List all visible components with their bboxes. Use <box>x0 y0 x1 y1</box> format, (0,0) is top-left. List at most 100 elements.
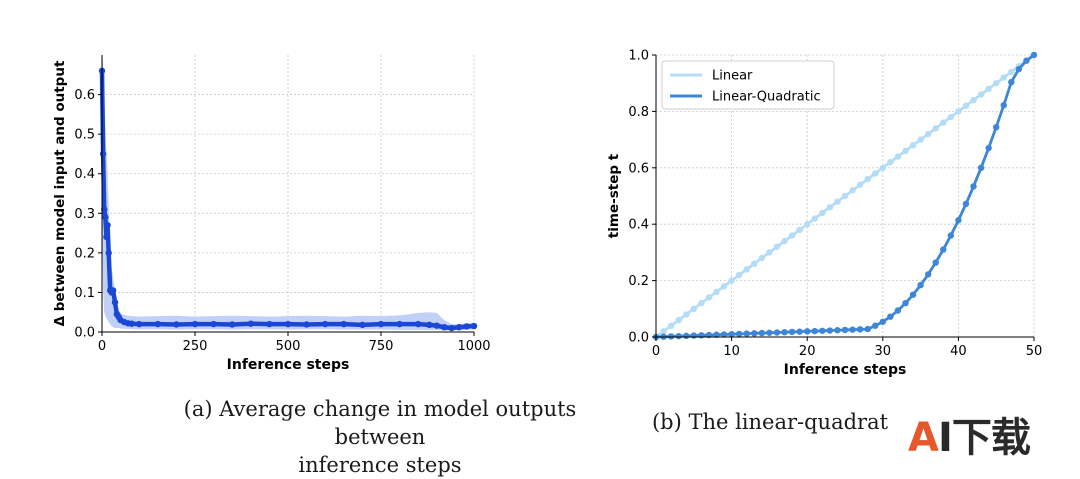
data-point <box>758 254 766 262</box>
data-point <box>947 113 955 121</box>
data-point <box>667 333 675 340</box>
data-point <box>887 313 894 320</box>
data-point <box>683 332 690 340</box>
data-point <box>993 80 1000 87</box>
figure-canvas: 0 250 500 750 10000.00.10.20.30.40.50.6Infer… <box>52 49 1043 379</box>
data-point <box>698 299 705 307</box>
data-point <box>940 119 947 126</box>
data-point <box>720 331 728 338</box>
caption-a-line1: (a) Average change in model outputs betw… <box>183 397 577 449</box>
x-tick-label: 1000 <box>457 339 490 354</box>
x-axis-label: Inference steps <box>784 362 907 378</box>
x-tick-label: 10 <box>723 344 740 359</box>
y-axis-label: Δ between model input and output <box>52 60 68 326</box>
watermark-logo: AI下载 <box>908 415 1031 461</box>
data-point <box>826 327 834 334</box>
data-point <box>173 321 180 328</box>
data-point <box>849 187 856 194</box>
data-point <box>463 323 470 330</box>
data-point <box>834 327 841 334</box>
x-axis-label: Inference steps <box>227 357 350 373</box>
y-tick-label: 1.0 <box>628 49 649 64</box>
data-point <box>101 206 108 213</box>
data-point <box>105 249 112 257</box>
data-point <box>735 330 743 338</box>
data-point <box>728 277 735 284</box>
data-point <box>728 330 735 338</box>
caption-a: (a) Average change in model outputs betw… <box>180 395 580 479</box>
data-point <box>743 266 750 273</box>
data-point <box>985 85 992 93</box>
data-point <box>99 150 107 158</box>
data-point <box>826 204 834 211</box>
data-point <box>303 321 310 328</box>
data-point <box>962 200 970 208</box>
data-point <box>426 321 433 329</box>
x-tick-label: 0 <box>652 344 660 359</box>
data-point <box>872 322 879 329</box>
data-point <box>1000 101 1007 109</box>
data-point <box>713 331 720 338</box>
data-point <box>856 181 864 188</box>
data-point <box>955 217 962 224</box>
y-tick-label: 0.4 <box>74 167 95 182</box>
data-point <box>970 96 977 104</box>
data-point <box>322 320 329 328</box>
data-point <box>136 320 143 328</box>
data-point <box>841 326 849 334</box>
data-point <box>103 233 110 241</box>
data-point <box>229 321 236 328</box>
data-point <box>247 320 254 327</box>
data-point <box>377 320 385 328</box>
x-tick-label: 500 <box>276 339 301 354</box>
data-point <box>977 164 985 171</box>
y-tick-label: 0.0 <box>628 331 649 346</box>
data-point <box>683 311 690 318</box>
data-point <box>396 320 403 328</box>
data-point <box>773 329 781 336</box>
x-tick-label: 50 <box>1026 344 1043 359</box>
data-point <box>985 144 992 152</box>
data-point <box>887 158 894 166</box>
data-point <box>359 321 366 329</box>
data-point <box>1000 74 1007 81</box>
x-tick-label: 40 <box>950 344 967 359</box>
data-point <box>872 170 879 177</box>
data-point <box>917 136 924 143</box>
data-point <box>690 305 697 312</box>
data-point <box>864 325 871 333</box>
y-tick-label: 0.6 <box>628 161 649 176</box>
data-point <box>811 215 818 222</box>
data-point <box>849 326 856 333</box>
data-point <box>864 175 871 183</box>
data-point <box>781 237 788 245</box>
data-point <box>191 320 199 328</box>
data-point <box>766 249 773 256</box>
y-tick-label: 0.2 <box>74 246 95 261</box>
data-point <box>758 329 766 337</box>
y-tick-label: 0.5 <box>74 128 95 143</box>
data-point <box>924 130 932 138</box>
data-point <box>266 320 273 328</box>
caption-b: (b) The linear-quadrat <box>651 410 889 434</box>
data-point <box>1008 78 1015 86</box>
data-point <box>819 327 826 334</box>
data-point <box>743 330 750 337</box>
data-point <box>879 318 886 325</box>
data-point <box>284 320 292 328</box>
data-point <box>796 328 803 335</box>
data-point <box>773 243 781 250</box>
data-point <box>109 287 117 294</box>
series-line <box>99 70 475 331</box>
data-point <box>841 192 849 200</box>
y-tick-label: 0.0 <box>74 326 95 341</box>
data-point <box>735 271 743 279</box>
data-point <box>811 327 818 335</box>
data-point <box>977 91 985 98</box>
data-point <box>909 291 917 298</box>
data-point <box>879 164 886 171</box>
data-point <box>751 260 758 267</box>
data-point <box>902 299 909 307</box>
data-point <box>819 209 826 217</box>
data-point <box>340 320 347 328</box>
